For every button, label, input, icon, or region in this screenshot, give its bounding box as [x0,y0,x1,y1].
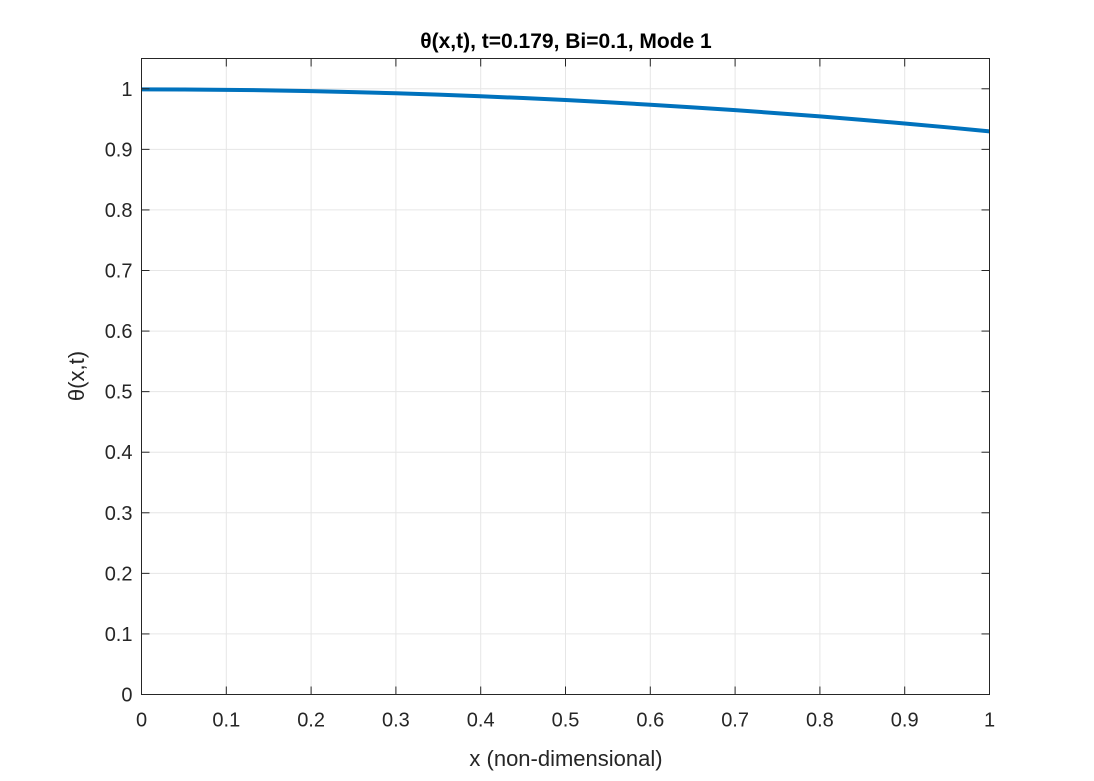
y-tick-label: 0.8 [105,200,133,222]
y-tick-label: 0.5 [105,382,133,404]
x-axis-label: x (non-dimensional) [469,746,662,771]
y-tick-label: 0.6 [105,321,133,343]
ticks [141,58,990,695]
x-tick-label: 0.1 [212,710,240,732]
x-tick-label: 0.6 [636,710,664,732]
y-tick-label: 0.4 [105,442,133,464]
y-tick-labels: 0 0.1 0.2 0.3 0.4 0.5 0.6 0.7 0.8 0.9 1 [105,79,133,707]
x-tick-labels: 0 0.1 0.2 0.3 0.4 0.5 0.6 0.7 0.8 0.9 1 [136,710,995,732]
y-tick-label: 1 [121,79,132,101]
y-axis-label: θ(x,t) [64,351,89,401]
x-tick-label: 0.3 [382,710,410,732]
y-tick-label: 0.7 [105,261,133,283]
y-tick-label: 0 [121,685,132,707]
x-tick-label: 0 [136,710,147,732]
y-tick-label: 0.3 [105,503,133,525]
x-tick-label: 0.2 [297,710,325,732]
chart-title: θ(x,t), t=0.179, Bi=0.1, Mode 1 [420,30,712,53]
x-tick-label: 0.9 [891,710,919,732]
y-tick-label: 0.1 [105,624,133,646]
x-tick-label: 0.5 [552,710,580,732]
grid [141,58,990,695]
x-tick-label: 0.4 [467,710,495,732]
series-layer [141,87,990,134]
series-line-1 [141,87,990,134]
y-tick-label: 0.9 [105,139,133,161]
x-tick-label: 1 [984,710,995,732]
x-tick-label: 0.8 [806,710,834,732]
y-tick-label: 0.2 [105,563,133,585]
x-tick-label: 0.7 [721,710,749,732]
